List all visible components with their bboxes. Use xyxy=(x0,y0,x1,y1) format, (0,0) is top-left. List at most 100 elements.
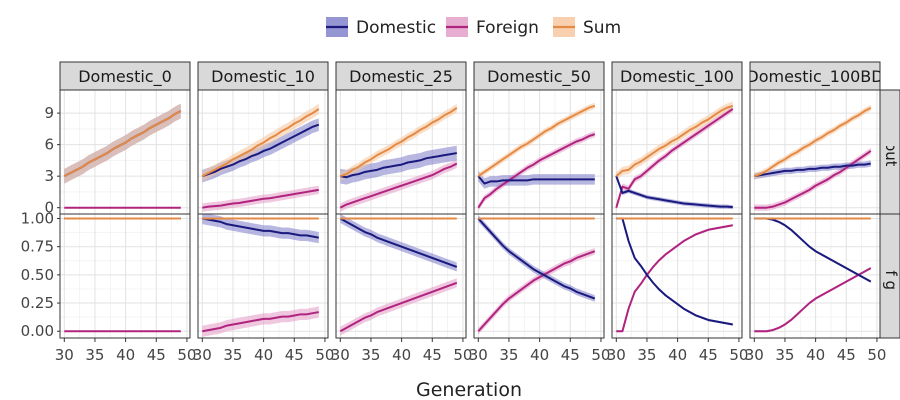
facet-grid: Domestic_0 Domestic_10 Domestic_25 Domestic… xyxy=(21,61,900,364)
y-tick-label: 6 xyxy=(44,136,54,154)
x-tick-label: 50 xyxy=(453,346,472,364)
x-tick-label: 30 xyxy=(193,346,212,364)
line-sum xyxy=(201,108,320,178)
x-tick-label: 40 xyxy=(254,346,273,364)
panel-domestic-25-row-2: 30 35 40 45 50 xyxy=(331,213,472,364)
facet-strip-domestic-10: Domestic_10 xyxy=(197,61,329,91)
x-tick-label: 30 xyxy=(331,346,350,364)
line-domestic xyxy=(477,175,595,185)
x-tick-label: 35 xyxy=(775,346,794,364)
ribbon-domestic xyxy=(754,160,871,180)
x-tick-label: 45 xyxy=(837,346,856,364)
ribbon-foreign xyxy=(754,147,871,211)
facet-strip-label: Domestic_100BD xyxy=(746,67,883,87)
facet-strip-row-2: % of genes xyxy=(879,213,900,339)
x-axis-label: Generation xyxy=(416,379,522,400)
panel-domestic-100-row-1 xyxy=(611,89,743,215)
facet-strip-row-label: % of genes xyxy=(882,242,900,326)
line-foreign xyxy=(477,250,596,332)
x-tick-label: 45 xyxy=(147,346,166,364)
panel-domestic-100-row-2: 30 35 40 45 50 xyxy=(607,213,748,364)
line-sum xyxy=(63,110,182,178)
facet-strip-domestic-50: Domestic_50 xyxy=(473,61,605,91)
panel-border xyxy=(335,213,467,339)
panel-domestic-100bd-row-1 xyxy=(749,89,881,215)
facet-strip-label: Domestic_10 xyxy=(211,67,315,87)
line-foreign xyxy=(477,133,596,209)
y-tick-label: 0 xyxy=(44,199,54,217)
line-domestic xyxy=(754,217,872,283)
panel-domestic-50-row-1 xyxy=(473,89,605,215)
line-sum xyxy=(339,107,458,178)
x-tick-label: 40 xyxy=(806,346,825,364)
facet-strip-label: Domestic_100 xyxy=(620,67,734,87)
x-tick-label: 35 xyxy=(499,346,518,364)
x-tick-label: 40 xyxy=(530,346,549,364)
facet-strip-domestic-0: Domestic_0 xyxy=(59,61,191,91)
line-foreign xyxy=(754,267,872,333)
legend-item-foreign: Foreign xyxy=(446,17,539,38)
x-tick-label: 35 xyxy=(361,346,380,364)
panel-domestic-100bd-row-2: 30 35 40 45 50 xyxy=(745,213,886,364)
x-tick-label: 50 xyxy=(315,346,334,364)
x-tick-label: 30 xyxy=(745,346,764,364)
x-tick-label: 40 xyxy=(116,346,135,364)
facet-strip-label: Domestic_50 xyxy=(487,67,591,87)
x-tick-label: 30 xyxy=(469,346,488,364)
panel-border xyxy=(197,213,329,339)
facet-strip-domestic-25: Domestic_25 xyxy=(335,61,467,91)
line-domestic xyxy=(339,217,458,268)
y-tick-label: 1.00 xyxy=(21,210,54,228)
panel-domestic-10-row-1 xyxy=(197,89,329,215)
facet-strip-domestic-100: Domestic_100 xyxy=(611,61,743,91)
x-tick-label: 35 xyxy=(223,346,242,364)
facet-strip-row-label: Contribution to d xyxy=(882,96,900,223)
ribbon-foreign xyxy=(202,306,319,337)
facet-strip-label: Domestic_25 xyxy=(349,67,453,87)
panel-domestic-10-row-2: 30 35 40 45 50 xyxy=(193,213,334,364)
x-tick-label: 50 xyxy=(591,346,610,364)
x-tick-label: 30 xyxy=(607,346,626,364)
x-tick-label: 35 xyxy=(85,346,104,364)
line-foreign xyxy=(339,281,458,333)
ribbon-sum xyxy=(478,102,595,180)
x-tick-label: 45 xyxy=(285,346,304,364)
line-domestic xyxy=(201,123,320,178)
facet-strip-label: Domestic_0 xyxy=(78,67,172,87)
panel-border xyxy=(473,213,605,339)
panel-domestic-0-row-1 xyxy=(59,89,191,215)
y-tick-label: 0.75 xyxy=(21,238,54,256)
line-foreign xyxy=(754,150,872,209)
ribbon-sum xyxy=(202,103,319,182)
legend-item-sum: Sum xyxy=(553,17,621,38)
ribbon-domestic xyxy=(202,214,319,244)
y-tick-label: 3 xyxy=(44,167,54,185)
line-foreign xyxy=(202,188,319,209)
line-foreign xyxy=(339,162,458,209)
x-tick-label: 50 xyxy=(729,346,748,364)
line-domestic xyxy=(340,152,457,179)
x-tick-label: 45 xyxy=(423,346,442,364)
y-tick-label: 0.50 xyxy=(21,266,54,284)
y-tick-label: 0.00 xyxy=(21,322,54,340)
y-tick-label: 0.25 xyxy=(21,294,54,312)
panel-border xyxy=(59,213,191,339)
panel-border xyxy=(749,213,881,339)
legend-item-domestic: Domestic xyxy=(326,17,436,38)
x-tick-label: 45 xyxy=(561,346,580,364)
x-tick-label: 50 xyxy=(177,346,196,364)
line-sum xyxy=(477,104,596,177)
line-foreign xyxy=(202,311,319,333)
line-domestic xyxy=(477,217,596,300)
x-tick-label: 30 xyxy=(55,346,74,364)
panel-domestic-0-row-2: 30 35 40 45 50 xyxy=(55,213,196,364)
line-sum xyxy=(753,106,872,178)
panel-domestic-50-row-2: 30 35 40 45 50 xyxy=(469,213,610,364)
line-foreign xyxy=(616,224,733,333)
legend-label: Foreign xyxy=(476,18,539,38)
line-domestic xyxy=(202,217,319,239)
line-domestic xyxy=(615,175,733,209)
line-domestic xyxy=(754,162,871,178)
facet-strip-domestic-100bd: Domestic_100BD xyxy=(746,61,883,91)
